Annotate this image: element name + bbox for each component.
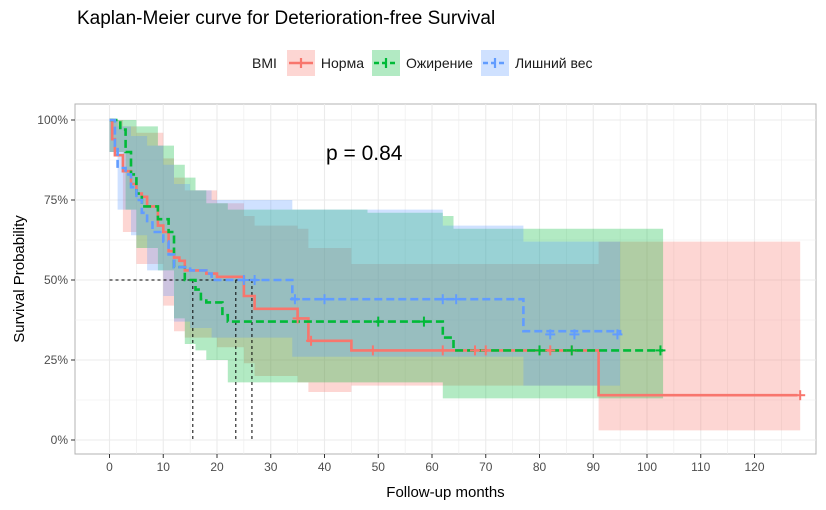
x-tick-label: 30 bbox=[264, 460, 278, 474]
legend-key bbox=[371, 50, 400, 76]
legend-label: Ожирение bbox=[405, 55, 473, 71]
legend-item: Ожирение bbox=[371, 50, 473, 76]
x-tick-label: 60 bbox=[425, 460, 439, 474]
legend: BMI Норма Ожирение Лишний вес bbox=[252, 50, 601, 76]
x-tick-label: 0 bbox=[106, 460, 113, 474]
legend-label: Лишний вес bbox=[514, 55, 593, 71]
y-tick-label: 25% bbox=[44, 353, 68, 367]
ci-band-2 bbox=[109, 120, 621, 386]
y-tick-label: 50% bbox=[44, 273, 68, 287]
censor-marks bbox=[238, 275, 806, 401]
x-tick-label: 10 bbox=[157, 460, 171, 474]
x-tick-label: 100 bbox=[637, 460, 657, 474]
x-tick-label: 120 bbox=[744, 460, 764, 474]
x-tick-label: 80 bbox=[533, 460, 547, 474]
legend-label: Норма bbox=[320, 55, 364, 71]
legend-key bbox=[480, 50, 509, 76]
y-tick-label: 75% bbox=[44, 193, 68, 207]
ci-band-0 bbox=[109, 120, 801, 431]
y-tick-label: 100% bbox=[37, 113, 68, 127]
legend-title: BMI bbox=[252, 55, 277, 71]
x-tick-label: 70 bbox=[479, 460, 493, 474]
y-tick-label: 0% bbox=[51, 433, 69, 447]
x-tick-label: 110 bbox=[691, 460, 710, 474]
x-tick-label: 50 bbox=[372, 460, 386, 474]
axis-ticks: 0 10 20 30 40 50 60 70 80 90 100 110 120 0% 25% 50% 75% 1… bbox=[37, 113, 765, 474]
x-axis-title: Follow-up months bbox=[386, 484, 504, 501]
x-tick-label: 40 bbox=[318, 460, 332, 474]
x-tick-label: 90 bbox=[587, 460, 601, 474]
legend-key bbox=[286, 50, 315, 76]
confidence-bands bbox=[109, 120, 801, 431]
x-tick-label: 20 bbox=[210, 460, 224, 474]
y-axis-title: Survival Probability bbox=[11, 215, 28, 343]
ci-band-1 bbox=[109, 120, 664, 399]
p-value-annotation: p = 0.84 bbox=[326, 142, 403, 165]
legend-item: Норма bbox=[286, 50, 364, 76]
median-lines bbox=[109, 279, 253, 440]
chart-title: Kaplan-Meier curve for Deterioration-fre… bbox=[77, 8, 496, 29]
legend-item: Лишний вес bbox=[480, 50, 593, 76]
legend-items: Норма Ожирение Лишний вес bbox=[286, 50, 601, 76]
